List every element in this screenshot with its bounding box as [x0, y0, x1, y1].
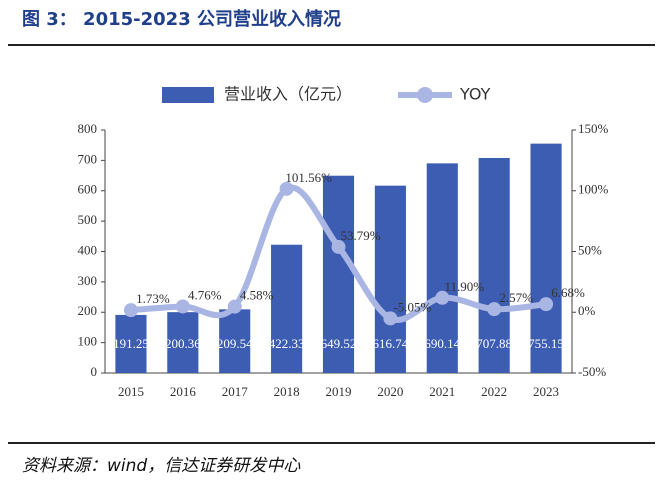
x-tick-label: 2017 — [222, 384, 249, 399]
y-tick-label: 600 — [78, 182, 98, 197]
bar — [374, 185, 406, 373]
bar-label: 422.33 — [269, 336, 305, 351]
legend-label: YOY — [459, 85, 491, 104]
bar — [167, 312, 199, 373]
x-tick-label: 2019 — [326, 384, 352, 399]
yoy-point — [383, 311, 398, 326]
yoy-line — [130, 184, 547, 323]
bar — [115, 314, 147, 373]
yoy-point — [539, 297, 554, 312]
yoy-point — [487, 302, 502, 317]
legend-label: 营业收入（亿元） — [224, 85, 352, 104]
yoy-label: -5.05% — [393, 299, 431, 314]
yoy-point — [175, 299, 190, 314]
bar — [322, 175, 355, 373]
bar-label: 200.36 — [165, 336, 201, 351]
yoy-label: 6.68% — [551, 285, 585, 300]
x-tick-label: 2023 — [533, 384, 559, 399]
bar-label: 707.88 — [476, 336, 512, 351]
source: 资料来源：wind，信达证券研发中心 — [22, 456, 301, 476]
y-tick-label: 700 — [78, 151, 98, 166]
y2-tick-label: 0% — [578, 303, 596, 318]
yoy-point — [227, 299, 242, 314]
chart-title: 图 3： 2015-2023 公司营业收入情况 — [22, 8, 341, 30]
y-tick-label: 0 — [91, 364, 98, 379]
bar — [426, 163, 458, 373]
y-tick-label: 500 — [78, 212, 98, 227]
bar-label: 616.74 — [373, 336, 409, 351]
y-tick-label: 800 — [78, 121, 98, 136]
y-tick-label: 100 — [78, 334, 98, 349]
x-tick-label: 2021 — [429, 384, 455, 399]
yoy-label: 101.56% — [285, 170, 332, 185]
bar-label: 690.14 — [424, 336, 460, 351]
y2-tick-label: -50% — [578, 364, 606, 379]
legend-swatch — [417, 87, 433, 103]
yoy-label: 1.73% — [136, 291, 170, 306]
yoy-point — [435, 290, 450, 305]
yoy-point — [279, 181, 294, 196]
x-tick-label: 2015 — [118, 384, 144, 399]
y-tick-label: 200 — [78, 303, 98, 318]
bar — [478, 157, 510, 373]
y2-tick-label: 100% — [578, 182, 609, 197]
x-tick-label: 2022 — [481, 384, 507, 399]
bar-label: 209.54 — [217, 336, 253, 351]
yoy-label: 53.79% — [340, 228, 380, 243]
y-tick-label: 400 — [78, 242, 98, 257]
bar — [271, 244, 303, 373]
bar-label: 755.15 — [528, 336, 564, 351]
x-tick-label: 2016 — [170, 384, 197, 399]
yoy-point — [123, 303, 138, 318]
x-tick-label: 2020 — [377, 384, 403, 399]
bar — [219, 309, 251, 373]
yoy-label: 2.57% — [499, 290, 533, 305]
yoy-label: 4.76% — [188, 287, 222, 302]
y2-tick-label: 50% — [578, 242, 602, 257]
bar-label: 191.25 — [113, 336, 149, 351]
yoy-label: 4.58% — [240, 288, 274, 303]
bar-label: 649.52 — [321, 336, 357, 351]
yoy-label: 11.90% — [444, 279, 484, 294]
x-tick-label: 2018 — [274, 384, 300, 399]
yoy-point — [331, 239, 346, 254]
legend-swatch — [162, 87, 214, 103]
bar — [530, 143, 562, 373]
y2-tick-label: 150% — [578, 121, 609, 136]
y-tick-label: 300 — [78, 273, 98, 288]
